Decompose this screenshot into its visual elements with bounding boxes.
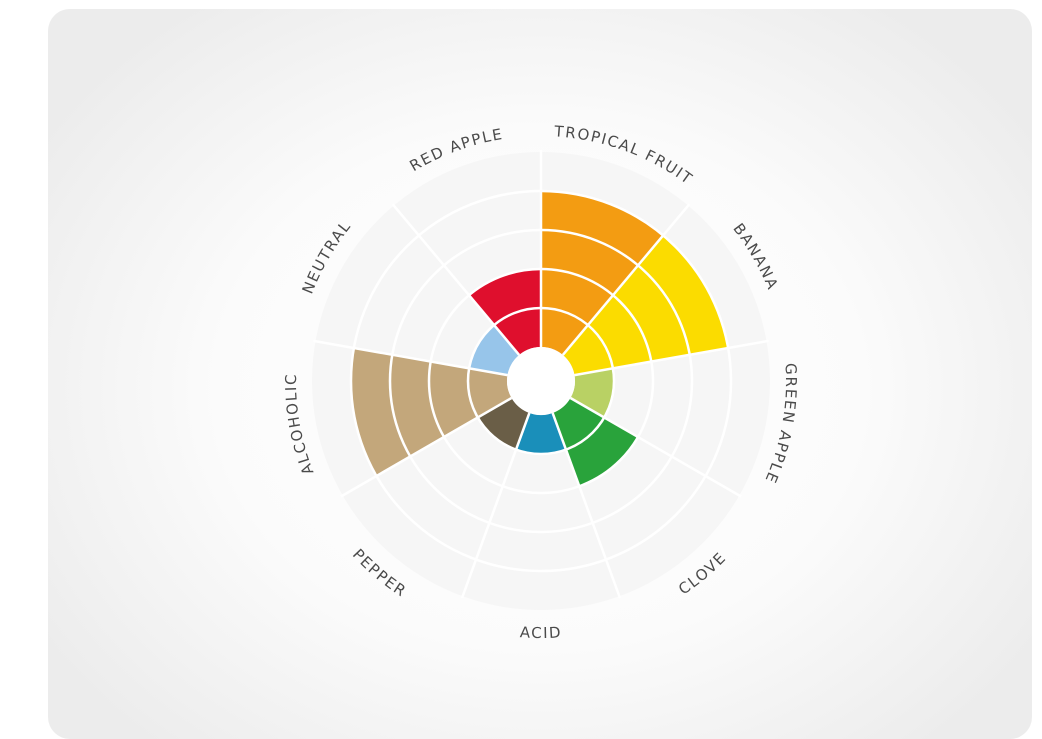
grid-divider <box>551 412 622 599</box>
label-acid: ACID <box>519 623 562 642</box>
grid-divider <box>313 339 508 377</box>
grid-divider <box>574 339 769 377</box>
segment-banana-2 <box>587 295 652 369</box>
grid-divider <box>340 396 513 498</box>
segment-neutral-1 <box>469 325 520 376</box>
segment-tropical-fruit-3 <box>541 230 639 296</box>
label-alcoholic: ALCOHOLIC <box>282 373 317 478</box>
segment-banana-4 <box>638 235 729 355</box>
grid-divider <box>460 412 531 599</box>
grid-divider <box>561 203 691 356</box>
segment-alcoholic-1 <box>468 368 512 418</box>
segment-banana-3 <box>612 265 690 362</box>
segment-alcoholic-3 <box>390 354 445 457</box>
segment-clove-2 <box>565 417 638 487</box>
segment-alcoholic-2 <box>429 361 478 437</box>
segment-acid-1 <box>516 412 566 454</box>
wheel-center <box>507 347 575 415</box>
segment-green-apple-1 <box>570 368 615 418</box>
segment-tropical-fruit-4 <box>541 191 664 266</box>
chart-card: TROPICAL FRUIT BANANA GREEN APPLE CLOVE ACID… <box>48 9 1032 739</box>
grid-divider <box>391 203 521 356</box>
segment-banana-1 <box>562 325 613 376</box>
segment-red-apple-1 <box>494 308 541 355</box>
grid-divider <box>569 396 742 498</box>
wheel-grid <box>313 150 769 599</box>
segment-alcoholic-4 <box>351 348 411 476</box>
segment-tropical-fruit-1 <box>541 308 588 355</box>
